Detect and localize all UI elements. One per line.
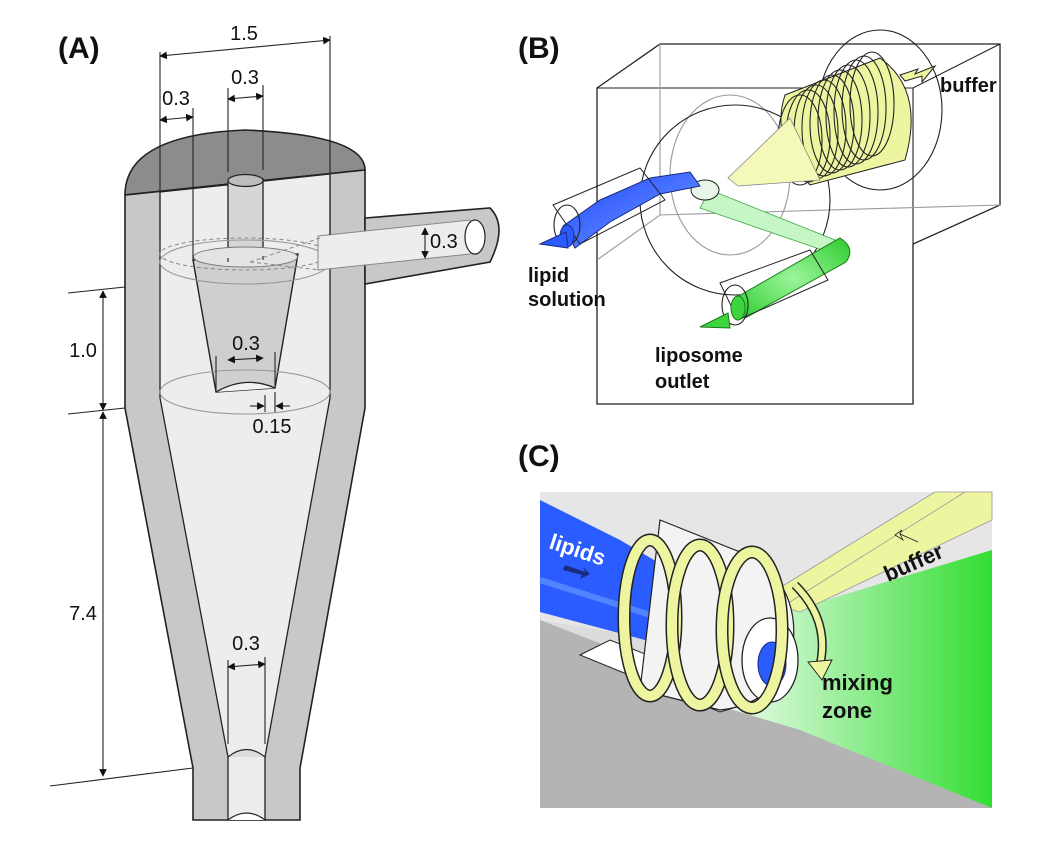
buffer-label: buffer <box>940 75 997 97</box>
panel-a-label: (A) <box>58 32 100 65</box>
panel-c: (C) <box>518 440 993 808</box>
panel-b-label: (B) <box>518 32 560 65</box>
top-dome <box>124 129 366 196</box>
mixing-label-line1: mixing <box>822 670 893 695</box>
panel-a: (A) 1.5 <box>49 23 500 821</box>
device-box <box>596 43 1001 405</box>
outlet-label-line2: outlet <box>655 371 710 393</box>
panel-c-label: (C) <box>518 440 560 473</box>
dim-cone-outlet: 0.3 <box>232 333 260 355</box>
lipid-label-line1: lipid <box>528 265 569 287</box>
dim-side-inlet: 0.3 <box>430 231 458 253</box>
buffer-inlet-arrow <box>899 64 937 84</box>
dim-left-wall: 0.3 <box>162 88 190 110</box>
outlet-label-line1: liposome <box>655 345 743 367</box>
dim-upper-height: 1.0 <box>69 340 97 362</box>
mixing-label-line2: zone <box>822 698 872 723</box>
lipid-inlet-tube <box>562 171 701 249</box>
dim-total-width: 1.5 <box>230 23 258 45</box>
lipid-label-line2: solution <box>528 289 606 311</box>
dim-bottom-tube: 0.3 <box>232 633 260 655</box>
liposome-outlet-tube <box>736 237 851 319</box>
dim-cone-gap: 0.15 <box>253 416 292 438</box>
panel-b: (B) <box>518 29 1001 405</box>
coil-rings <box>777 51 895 186</box>
mixing-outlet-channel <box>700 550 992 808</box>
dim-top-tube: 0.3 <box>231 67 259 89</box>
spiral-rings <box>617 533 789 715</box>
dim-lower-height: 7.4 <box>69 603 97 625</box>
vortex-finder <box>227 178 264 259</box>
